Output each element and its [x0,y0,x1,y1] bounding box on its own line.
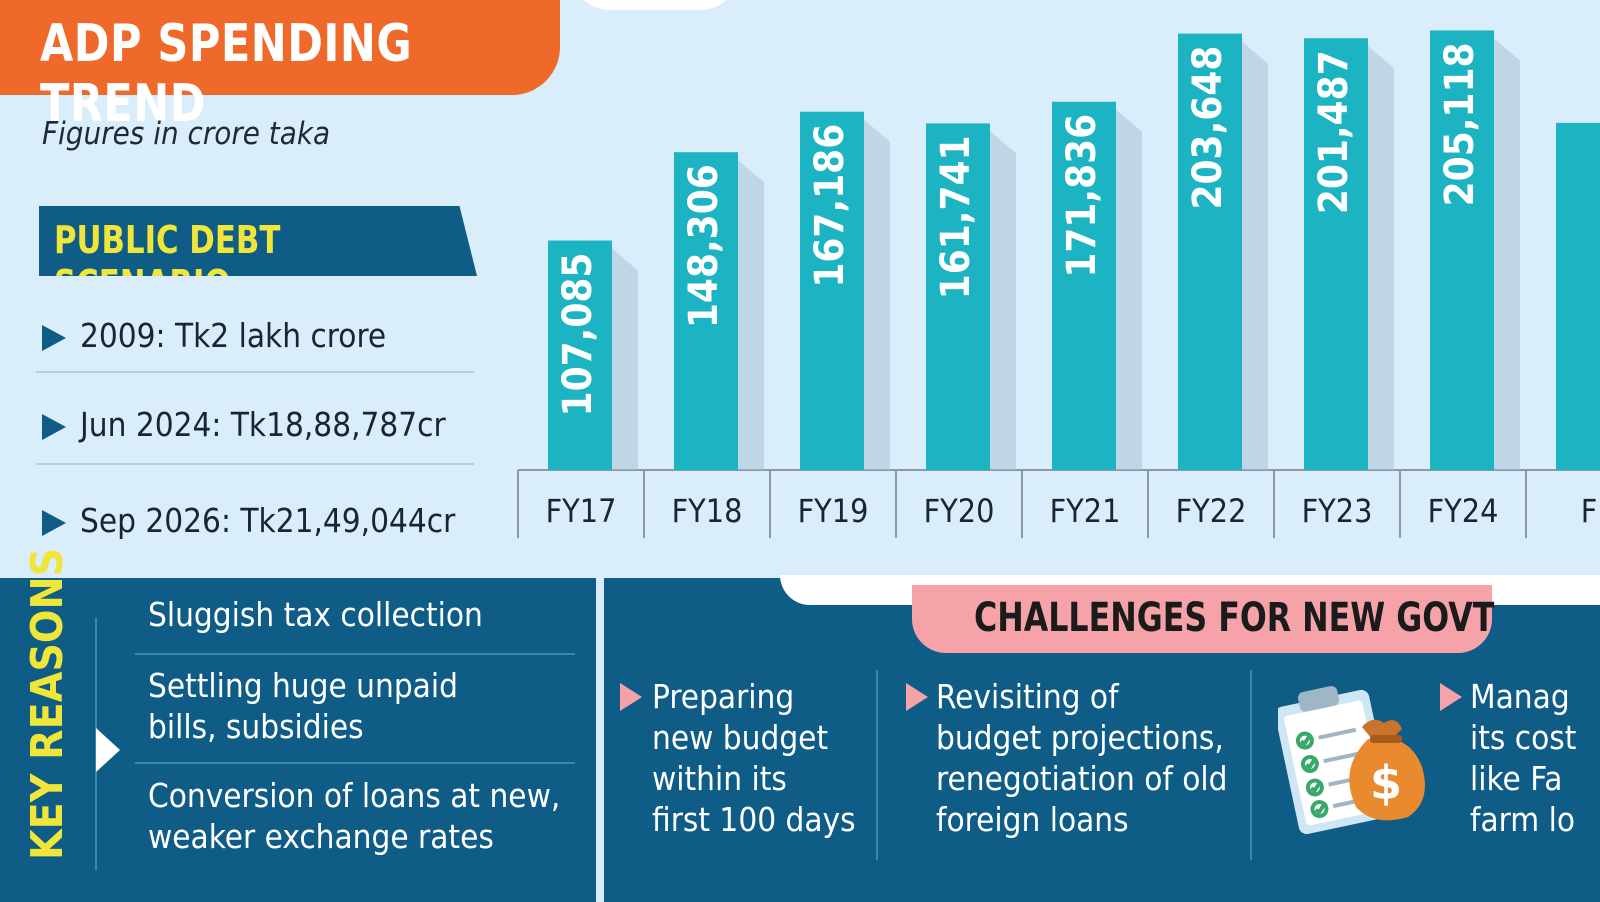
challenge-text: Preparing new budget within its first 10… [652,677,856,839]
bar-shadow [1494,38,1520,471]
debt-item-text: Sep 2026: Tk21,49,044cr [80,501,456,540]
public-debt-heading: PUBLIC DEBT SCENARIO [54,218,281,276]
x-tick-label: FY17 [546,492,617,530]
x-tick-label: FY21 [1050,492,1121,530]
bullet-triangle-icon [1440,683,1462,711]
arrow-right-icon [96,728,120,772]
x-tick-label: FY20 [924,492,995,530]
bullet-triangle-icon [42,325,66,351]
decorative-notch [570,0,740,10]
key-reasons-label: KEY REASONS [22,547,73,860]
challenges-banner: CHALLENGES FOR NEW GOVT [912,585,1495,653]
bar-fy22 [1178,33,1242,471]
adp-bar-chart: 107,085 FY17 148,306 FY18 167,186 FY19 161,741… [517,30,1600,538]
bullet-triangle-icon [42,414,66,440]
debt-item: Sep 2026: Tk21,49,044cr [40,477,480,567]
bar-fy23 [1304,38,1368,471]
bar-shadow [864,119,890,470]
x-tick-label: FY18 [672,492,743,530]
bar-shadow [738,160,764,471]
bar-fy17 [548,240,612,470]
svg-text:$: $ [1370,756,1402,810]
bar-f [1556,122,1600,470]
divider [135,653,575,655]
divider [1250,670,1252,860]
bar-value-label: 171,836 [1059,114,1105,278]
bar-shadow [990,131,1016,470]
bar-value-label: 201,487 [1311,50,1357,214]
x-tick-label: FY19 [798,492,869,530]
bullet-triangle-icon [42,510,66,536]
debt-item: Jun 2024: Tk18,88,787cr [40,381,480,471]
bar-value-label: 205,118 [1437,42,1483,206]
reason-text: Sluggish tax collection [148,595,483,634]
bar-shadow [612,248,638,470]
bullet-triangle-icon [620,683,642,711]
bar-shadow [1116,109,1142,470]
challenge-text: Manag its cost like Fa farm lo [1470,677,1577,839]
bar-fy21 [1052,101,1116,470]
divider [135,762,575,764]
bar-shadow [1242,41,1268,471]
debt-item: 2009: Tk2 lakh crore [40,292,480,382]
x-tick-label: FY22 [1176,492,1247,530]
divider [36,371,474,373]
reason-item: Conversion of loans at new, weaker excha… [148,775,588,857]
bar-shadow [1368,46,1394,471]
chart-subtitle: Figures in crore taka [42,116,331,152]
bar-fy20 [926,123,990,470]
reason-item: Settling huge unpaid bills, subsidies [148,665,588,747]
x-tick-label: F [1581,492,1598,530]
panel-separator [596,578,604,902]
divider [876,670,878,860]
reason-text: Conversion of loans at new, weaker excha… [148,776,561,856]
challenge-item: Preparing new budget within its first 10… [652,676,856,840]
challenge-text: Revisiting of budget projections, renego… [936,677,1228,839]
bar-value-label: 161,741 [933,135,979,299]
bar-fy18 [674,152,738,471]
debt-item-text: Jun 2024: Tk18,88,787cr [80,405,446,444]
bar-value-label: 167,186 [807,124,853,288]
reason-item: Sluggish tax collection [148,594,588,635]
reason-text: Settling huge unpaid bills, subsidies [148,666,458,746]
public-debt-heading-banner: PUBLIC DEBT SCENARIO [39,206,477,276]
bar-value-label: 203,648 [1185,46,1231,210]
chart-title: ADP SPENDING TREND [40,14,413,134]
x-tick-label: FY23 [1302,492,1373,530]
challenges-heading: CHALLENGES FOR NEW GOVT [974,595,1495,641]
bar-value-label: 148,306 [681,164,727,328]
bar-fy24 [1430,30,1494,471]
budget-clipboard-money-bag-icon: $ [1278,686,1425,835]
bar-fy19 [800,111,864,470]
title-banner: ADP SPENDING TREND [0,0,560,134]
challenge-item: Manag its cost like Fa farm lo [1470,676,1576,840]
bullet-triangle-icon [906,683,928,711]
x-tick-label: FY24 [1428,492,1499,530]
challenge-item: Revisiting of budget projections, renego… [936,676,1228,840]
debt-item-text: 2009: Tk2 lakh crore [80,316,387,355]
divider [36,463,474,465]
bar-value-label: 107,085 [555,253,601,417]
